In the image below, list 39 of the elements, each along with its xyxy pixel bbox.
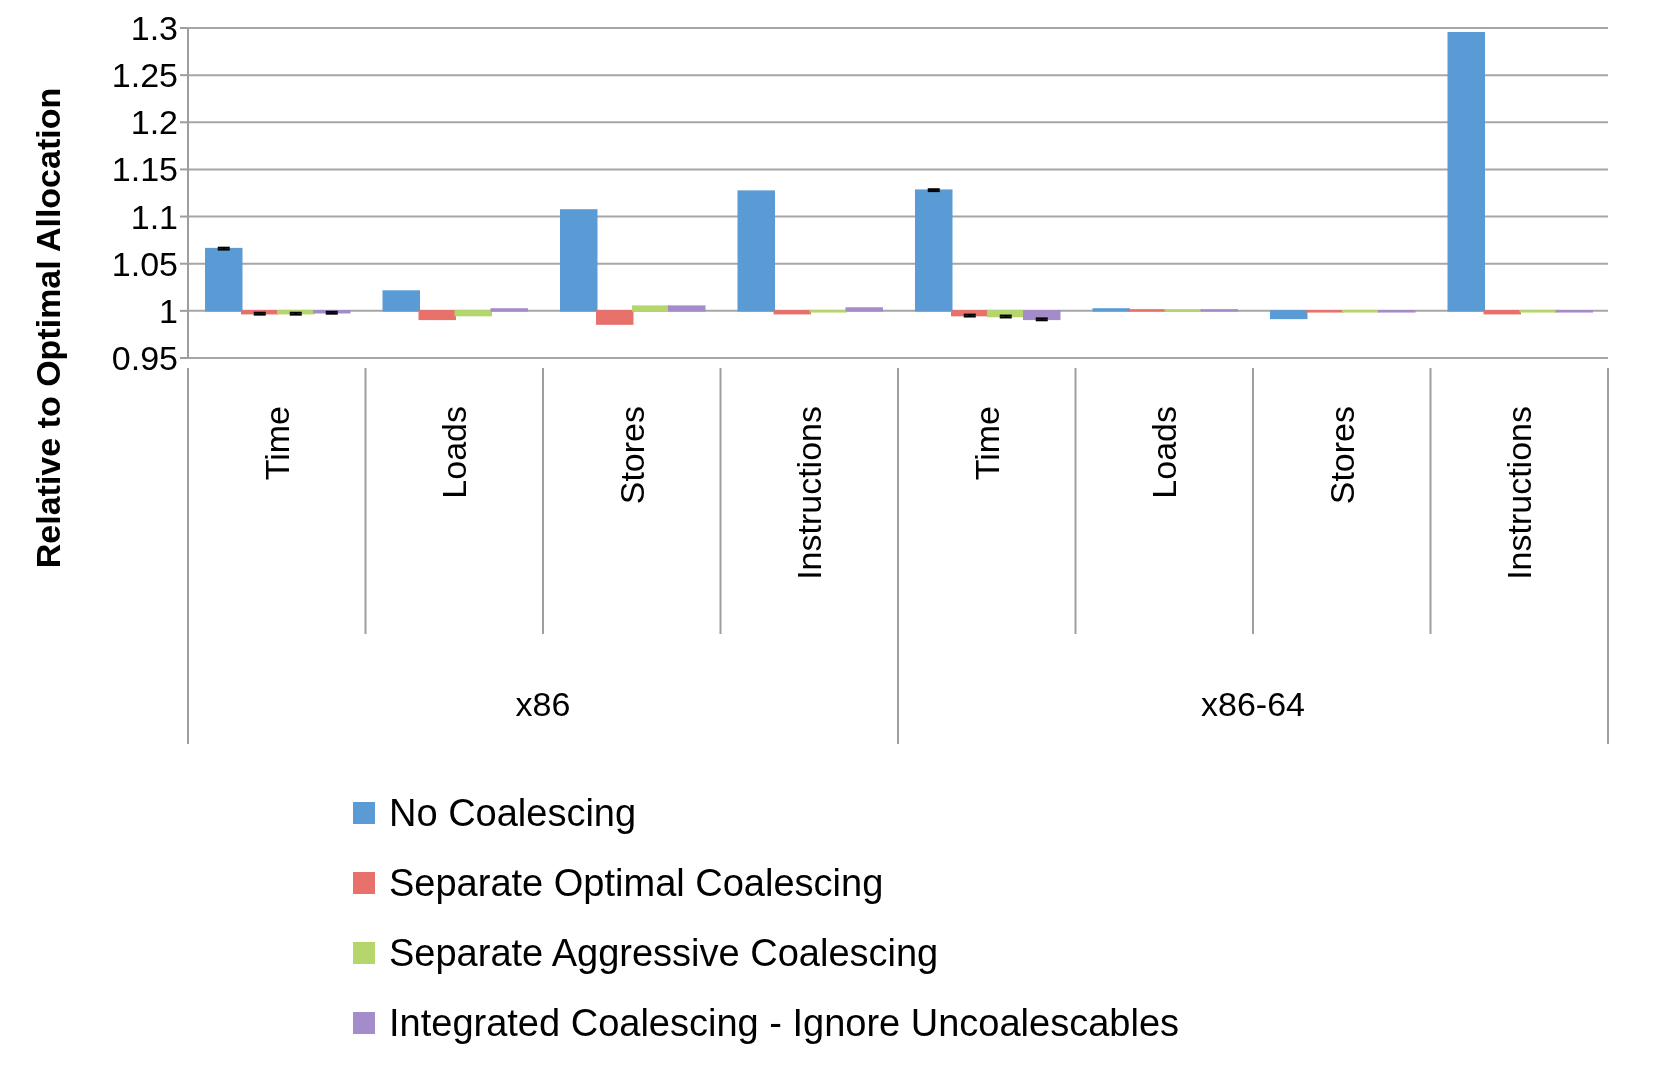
legend-label: Separate Optimal Coalescing <box>389 861 884 905</box>
bar <box>205 247 243 312</box>
bar <box>560 209 598 312</box>
legend-label: No Coalescing <box>389 791 637 835</box>
y-tick-label: 1.15 <box>111 150 178 189</box>
y-tick-label: 1.25 <box>111 56 178 95</box>
y-tick-label: 0.95 <box>111 339 178 378</box>
bar <box>737 190 775 312</box>
legend-label: Integrated Coalescing - Ignore Uncoalescables <box>389 1001 1180 1045</box>
x-tick-label: Time <box>967 406 1006 481</box>
x-tick-label: Time <box>257 406 296 481</box>
text: x86-64 <box>1201 685 1305 723</box>
x-tick-label: Instructions <box>1500 406 1539 580</box>
x-tick-label: Stores <box>612 406 651 505</box>
bar <box>418 310 456 321</box>
y-axis-title: Relative to Optimal Allocation <box>29 87 67 569</box>
x-tick-label: Instructions <box>790 406 829 580</box>
bar <box>454 310 492 317</box>
x-tick-label: Loads <box>435 406 474 499</box>
bar <box>668 305 706 312</box>
bar <box>1270 310 1308 320</box>
bar <box>915 189 953 312</box>
x-tick-label: Loads <box>1145 406 1184 499</box>
text: x86 <box>515 685 571 723</box>
y-tick-label: 1 <box>159 291 178 330</box>
bar <box>596 310 634 325</box>
y-tick-label: 1.3 <box>130 9 178 48</box>
y-tick-label: 1.2 <box>130 103 178 142</box>
bar <box>1023 310 1061 321</box>
y-tick-label: 1.05 <box>111 244 178 283</box>
bar <box>382 290 420 312</box>
y-tick-label: 1.1 <box>130 197 178 236</box>
legend-label: Separate Aggressive Coalescing <box>389 931 939 975</box>
bar <box>1447 31 1485 312</box>
x-tick-label: Stores <box>1322 406 1361 505</box>
bar <box>845 307 883 312</box>
bar <box>773 310 811 315</box>
bar <box>1483 310 1521 315</box>
bar <box>632 305 670 312</box>
